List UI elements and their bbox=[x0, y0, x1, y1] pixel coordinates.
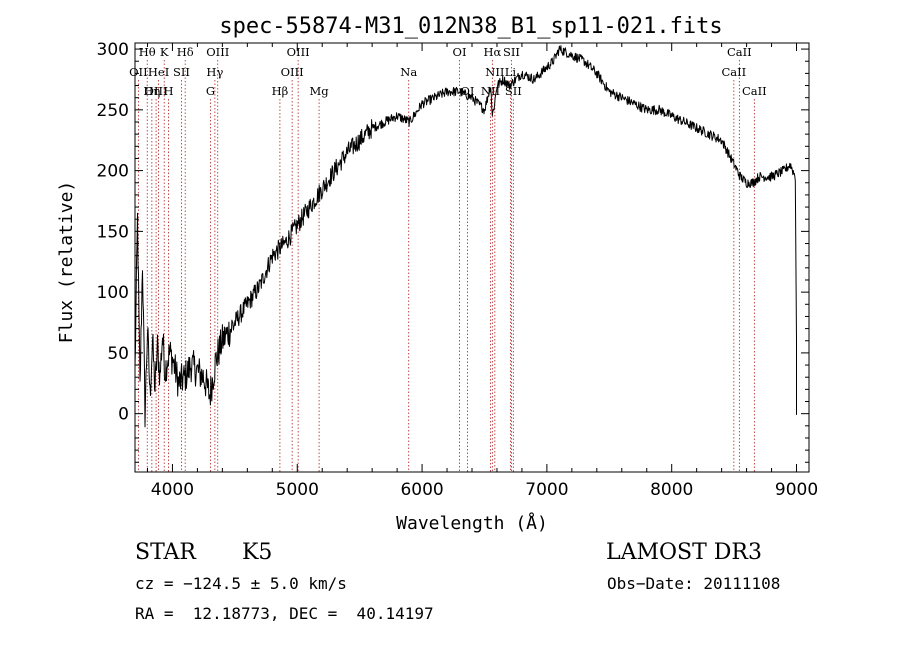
spectral-line-label: G bbox=[206, 84, 215, 98]
coordinates: RA = 12.18773, DEC = 40.14197 bbox=[135, 604, 434, 623]
y-tick-label: 50 bbox=[107, 344, 129, 364]
spectral-line-label: Li bbox=[505, 65, 517, 79]
plot-frame bbox=[134, 42, 810, 473]
spectral-line-label: Hδ bbox=[177, 45, 194, 59]
spectral-line-label: Hα bbox=[483, 45, 501, 59]
x-tick-label: 4000 bbox=[151, 480, 194, 500]
spectral-line-label: CaII bbox=[721, 65, 746, 79]
spectral-line-label: OII bbox=[129, 65, 148, 79]
spectral-line-label: Hη bbox=[143, 84, 160, 98]
y-tick-label: 200 bbox=[97, 162, 129, 182]
spectral-line-label: K bbox=[160, 45, 169, 59]
x-tick-label: 9000 bbox=[775, 480, 818, 500]
obs-date: Obs−Date: 20111108 bbox=[607, 574, 781, 593]
spectral-line-label: Hθ bbox=[139, 45, 156, 59]
spectral-line-label: SII bbox=[503, 45, 520, 59]
spectral-line-label: OI bbox=[453, 45, 467, 59]
spectral-line-label: SII bbox=[173, 65, 190, 79]
spectral-line-label: OI bbox=[461, 84, 475, 98]
x-axis-ticks: 4000 5000 6000 7000 8000 9000 bbox=[146, 43, 818, 500]
spectral-line-label: SII bbox=[505, 84, 522, 98]
y-tick-label: 150 bbox=[97, 222, 129, 242]
flux-series-line bbox=[134, 45, 797, 428]
spectral-line-label: OIII bbox=[145, 84, 168, 98]
y-tick-label: 100 bbox=[97, 283, 129, 303]
spectral-line-label: H bbox=[164, 84, 174, 98]
spectral-line-markers: Hθ OII OIII K HeI Hη H Hδ SII OIII Hγ G Hβ OIII OIII Mg… bbox=[129, 45, 767, 472]
spectral-line-label: Na bbox=[400, 65, 417, 79]
spectral-line-label: OIII bbox=[281, 65, 304, 79]
y-tick-label: 300 bbox=[97, 40, 129, 60]
y-axis-label: Flux (relative) bbox=[56, 181, 77, 344]
spectral-line-label: Mg bbox=[310, 84, 330, 98]
spectral-line-label: CaII bbox=[742, 84, 767, 98]
x-tick-label: 5000 bbox=[276, 480, 319, 500]
x-axis-label: Wavelength (Å) bbox=[396, 512, 548, 534]
spectral-line-label: NII bbox=[485, 65, 504, 79]
redshift-value: cz = −124.5 ± 5.0 km/s bbox=[135, 574, 347, 593]
chart-title: spec-55874-M31_012N38_B1_sp11-021.fits bbox=[219, 14, 722, 39]
object-class: STAR bbox=[135, 540, 196, 565]
y-axis-ticks: 0 50 100 150 200 250 300 bbox=[97, 40, 809, 463]
spectral-line-label: OIII bbox=[206, 45, 229, 59]
spectral-line-label: HeI bbox=[148, 65, 169, 79]
spectral-line-label: Hγ bbox=[206, 65, 223, 79]
spectral-line-label: OIII bbox=[287, 45, 310, 59]
x-tick-label: 6000 bbox=[400, 480, 443, 500]
y-tick-label: 0 bbox=[118, 405, 129, 425]
y-tick-label: 250 bbox=[97, 101, 129, 121]
spectral-line-label: Hβ bbox=[272, 84, 289, 98]
spectral-line-label: CaII bbox=[727, 45, 752, 59]
object-subclass: K5 bbox=[242, 540, 273, 565]
survey-name: LAMOST DR3 bbox=[606, 540, 762, 565]
x-tick-label: 8000 bbox=[650, 480, 693, 500]
x-tick-label: 7000 bbox=[525, 480, 568, 500]
